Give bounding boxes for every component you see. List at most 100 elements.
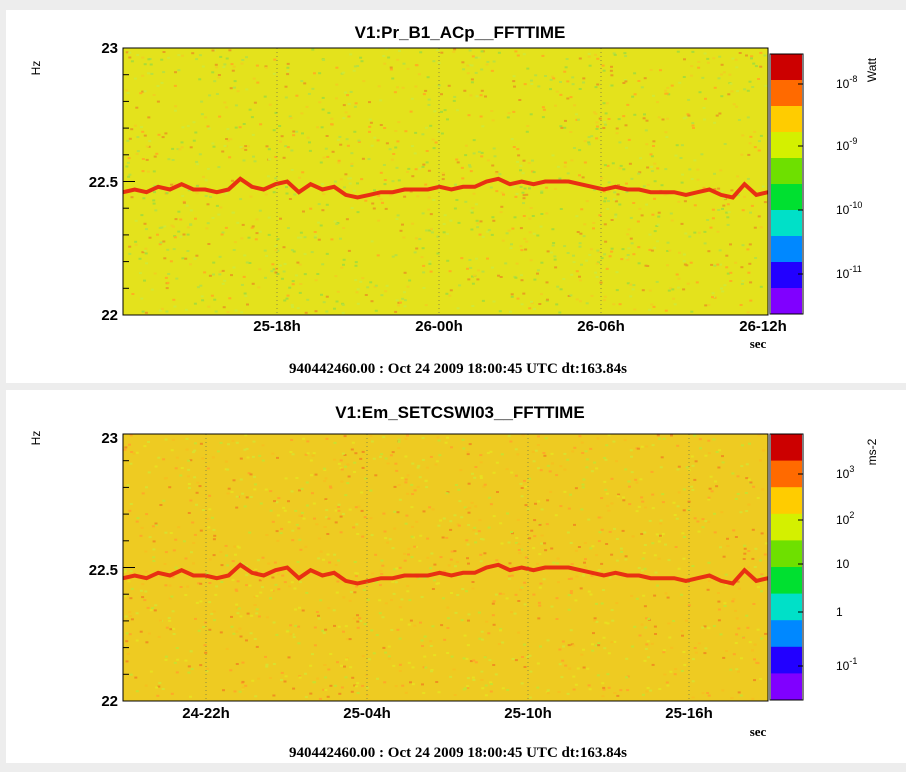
noise-cell (467, 278, 471, 281)
noise-cell (590, 470, 594, 473)
noise-cell (324, 516, 328, 519)
noise-cell (598, 531, 602, 534)
noise-cell (125, 51, 129, 54)
colorbar-band (771, 112, 802, 120)
noise-cell (168, 619, 172, 622)
noise-cell (220, 581, 224, 583)
noise-cell (279, 140, 282, 143)
noise-cell (622, 115, 626, 118)
noise-cell (719, 169, 723, 172)
noise-cell (568, 667, 572, 670)
noise-cell (715, 114, 719, 117)
colorbar-band (771, 434, 802, 442)
noise-cell (665, 136, 669, 139)
noise-cell (673, 514, 677, 516)
noise-cell (385, 284, 389, 287)
noise-cell (348, 638, 352, 641)
noise-cell (514, 50, 518, 53)
noise-cell (559, 81, 562, 83)
noise-cell (173, 84, 177, 87)
noise-cell (479, 553, 483, 556)
noise-cell (210, 516, 214, 519)
noise-cell (706, 219, 710, 221)
noise-cell (652, 305, 656, 308)
noise-cell (370, 240, 374, 243)
noise-cell (673, 303, 677, 306)
noise-cell (256, 559, 260, 562)
noise-cell (247, 472, 251, 475)
noise-cell (433, 563, 437, 566)
noise-cell (737, 587, 741, 590)
noise-cell (497, 51, 501, 54)
noise-cell (629, 283, 633, 286)
noise-cell (249, 473, 253, 476)
noise-cell (667, 93, 671, 96)
noise-cell (267, 148, 271, 151)
noise-cell (382, 436, 386, 439)
noise-cell (171, 159, 175, 161)
noise-cell (460, 166, 464, 169)
noise-cell (757, 434, 761, 437)
noise-cell (375, 634, 379, 636)
noise-cell (380, 453, 384, 456)
noise-cell (221, 231, 225, 234)
noise-cell (231, 179, 234, 182)
noise-cell (318, 72, 322, 75)
noise-cell (166, 248, 170, 251)
noise-cell (267, 233, 271, 236)
noise-cell (261, 586, 264, 589)
noise-cell (718, 449, 721, 452)
colorbar-band (771, 132, 802, 139)
noise-cell (640, 86, 644, 89)
noise-cell (613, 53, 617, 56)
noise-cell (626, 258, 630, 261)
noise-cell (360, 509, 364, 512)
noise-cell (579, 300, 582, 303)
noise-cell (269, 490, 273, 493)
noise-cell (585, 458, 589, 461)
noise-cell (710, 263, 714, 266)
noise-cell (637, 80, 641, 82)
noise-cell (159, 619, 163, 622)
noise-cell (204, 194, 208, 197)
noise-cell (677, 200, 681, 203)
noise-cell (293, 193, 297, 196)
noise-cell (406, 171, 409, 173)
noise-cell (342, 258, 346, 261)
noise-cell (491, 602, 495, 605)
noise-cell (378, 599, 382, 602)
noise-cell (537, 85, 541, 88)
noise-cell (273, 500, 276, 503)
noise-cell (751, 86, 755, 88)
noise-cell (322, 688, 326, 691)
noise-cell (557, 691, 561, 693)
noise-cell (467, 524, 471, 526)
noise-cell (352, 69, 356, 72)
noise-cell (148, 536, 152, 539)
colorbar-band (771, 86, 802, 94)
noise-cell (526, 656, 530, 658)
noise-cell (431, 138, 435, 141)
noise-cell (239, 635, 243, 638)
noise-cell (716, 263, 720, 266)
noise-cell (208, 582, 212, 584)
noise-cell (492, 600, 496, 603)
noise-cell (574, 683, 578, 686)
noise-cell (396, 511, 400, 514)
noise-cell (299, 283, 303, 285)
noise-cell (141, 74, 145, 77)
noise-cell (636, 220, 640, 223)
noise-cell (685, 619, 688, 622)
noise-cell (680, 670, 684, 672)
noise-cell (254, 483, 257, 486)
noise-cell (525, 130, 529, 133)
noise-cell (163, 225, 167, 228)
noise-cell (177, 210, 181, 213)
noise-cell (631, 95, 635, 98)
noise-cell (123, 570, 127, 573)
noise-cell (207, 127, 211, 130)
noise-cell (563, 161, 567, 164)
noise-cell (720, 287, 723, 290)
noise-cell (539, 582, 543, 585)
noise-cell (501, 687, 505, 690)
